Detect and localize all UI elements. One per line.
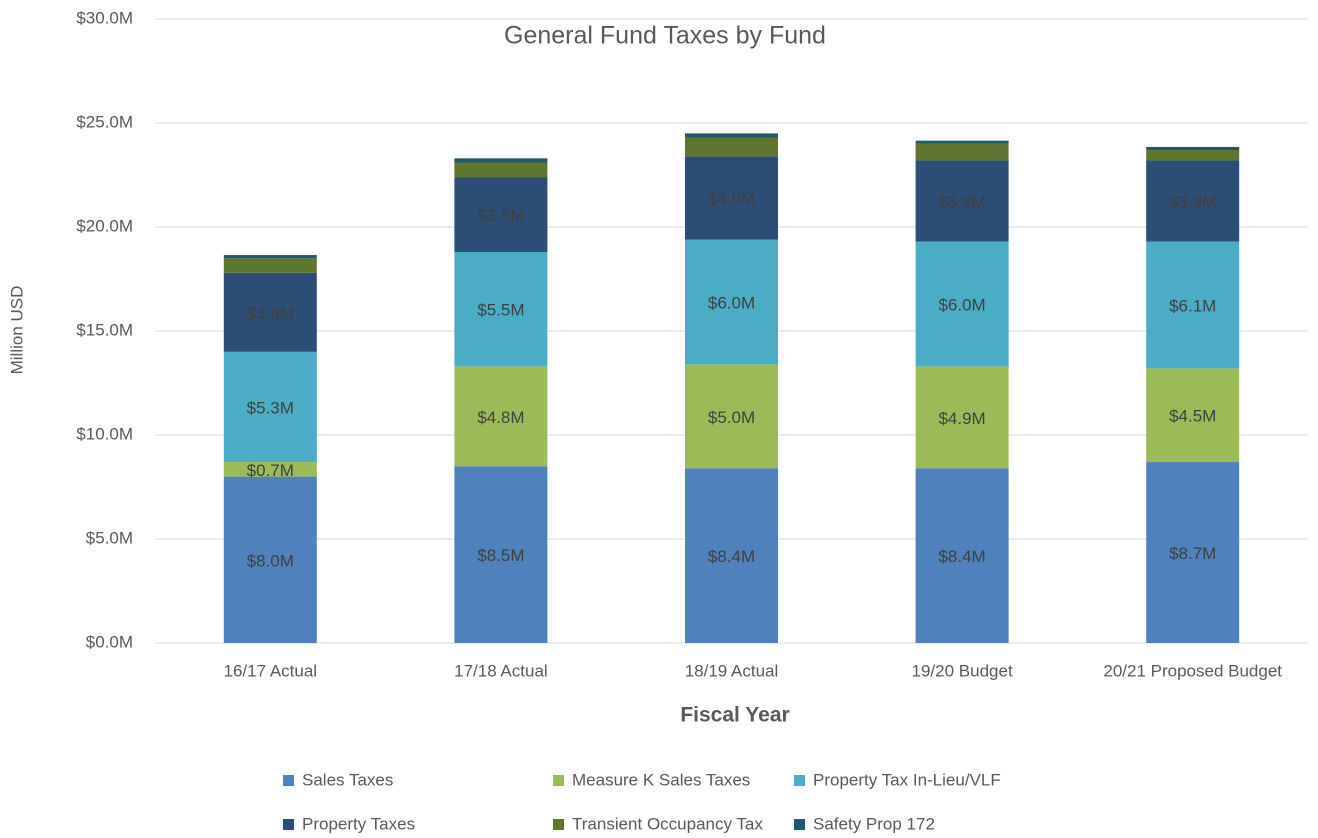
legend-label: Safety Prop 172	[813, 814, 935, 833]
legend-label: Transient Occupancy Tax	[572, 814, 763, 833]
legend-swatch	[283, 775, 294, 786]
y-tick-label: $20.0M	[76, 216, 133, 235]
data-label: $4.5M	[1169, 407, 1216, 426]
bar-segment	[223, 351, 317, 463]
chart-title: General Fund Taxes by Fund	[504, 22, 826, 50]
bar-segment	[915, 468, 1009, 643]
bar-segment	[454, 177, 548, 252]
y-tick-label: $30.0M	[76, 8, 133, 27]
legend-swatch	[553, 819, 564, 830]
bar-segment	[223, 255, 317, 259]
bar-segment	[915, 366, 1009, 469]
x-axis-label: Fiscal Year	[680, 704, 789, 727]
bar-segment	[223, 462, 317, 477]
legend-label: Sales Taxes	[302, 770, 393, 789]
bar-segment	[685, 137, 778, 157]
data-label: $8.4M	[708, 547, 755, 566]
legend-swatch	[283, 819, 294, 830]
x-tick-label: 20/21 Proposed Budget	[1103, 661, 1282, 680]
bar-segment	[1146, 150, 1240, 161]
data-label: $5.3M	[247, 398, 294, 417]
x-tick-label: 16/17 Actual	[224, 661, 318, 680]
data-label: $8.5M	[477, 546, 524, 565]
x-tick-label: 19/20 Budget	[912, 661, 1013, 680]
bar-segment	[1146, 241, 1240, 369]
data-label: $8.4M	[938, 547, 985, 566]
x-tick-label: 17/18 Actual	[454, 661, 548, 680]
data-label: $6.1M	[1169, 296, 1216, 315]
bar-segment	[685, 156, 778, 240]
data-label: $8.0M	[247, 551, 294, 570]
y-axis-label: Million USD	[7, 286, 26, 375]
y-tick-label: $0.0M	[86, 632, 133, 651]
bar-segment	[685, 133, 778, 138]
bar-segment	[1146, 368, 1240, 463]
bar-segment	[685, 239, 778, 365]
data-label: $6.0M	[708, 293, 755, 312]
data-label: $0.7M	[247, 461, 294, 480]
data-label: $3.8M	[247, 304, 294, 323]
bar-segment	[915, 140, 1009, 144]
bar-segment	[454, 162, 548, 178]
legend-label: Measure K Sales Taxes	[572, 770, 750, 789]
legend-swatch	[794, 819, 805, 830]
bar-segment	[915, 143, 1009, 161]
bar-segment	[223, 476, 317, 643]
bar-segment	[685, 364, 778, 469]
legend-swatch	[553, 775, 564, 786]
bar-segment	[223, 258, 317, 273]
data-label: $4.0M	[708, 189, 755, 208]
legend-label: Property Tax In-Lieu/VLF	[813, 770, 1001, 789]
data-label: $3.6M	[477, 206, 524, 225]
x-tick-label: 18/19 Actual	[685, 661, 779, 680]
legend-label: Property Taxes	[302, 814, 415, 833]
bar-segment	[685, 468, 778, 643]
bar-segment	[915, 241, 1009, 367]
bar-segment	[223, 272, 317, 352]
bar-segment	[454, 366, 548, 467]
bar-segment	[454, 251, 548, 367]
bar-segment	[1146, 160, 1240, 242]
data-label: $8.7M	[1169, 544, 1216, 563]
data-label: $3.9M	[938, 192, 985, 211]
y-tick-label: $25.0M	[76, 112, 133, 131]
y-tick-label: $15.0M	[76, 320, 133, 339]
bar-segment	[454, 466, 548, 643]
data-label: $5.0M	[708, 408, 755, 427]
y-tick-label: $10.0M	[76, 424, 133, 443]
bar-segment	[454, 158, 548, 163]
data-label: $5.5M	[477, 301, 524, 320]
bar-segment	[1146, 462, 1240, 643]
data-label: $4.8M	[477, 408, 524, 427]
bar-segment	[915, 160, 1009, 242]
data-label: $3.9M	[1169, 192, 1216, 211]
bar-segment	[1146, 146, 1240, 151]
data-label: $4.9M	[938, 409, 985, 428]
data-label: $6.0M	[938, 295, 985, 314]
y-tick-label: $5.0M	[86, 528, 133, 547]
legend-swatch	[794, 775, 805, 786]
